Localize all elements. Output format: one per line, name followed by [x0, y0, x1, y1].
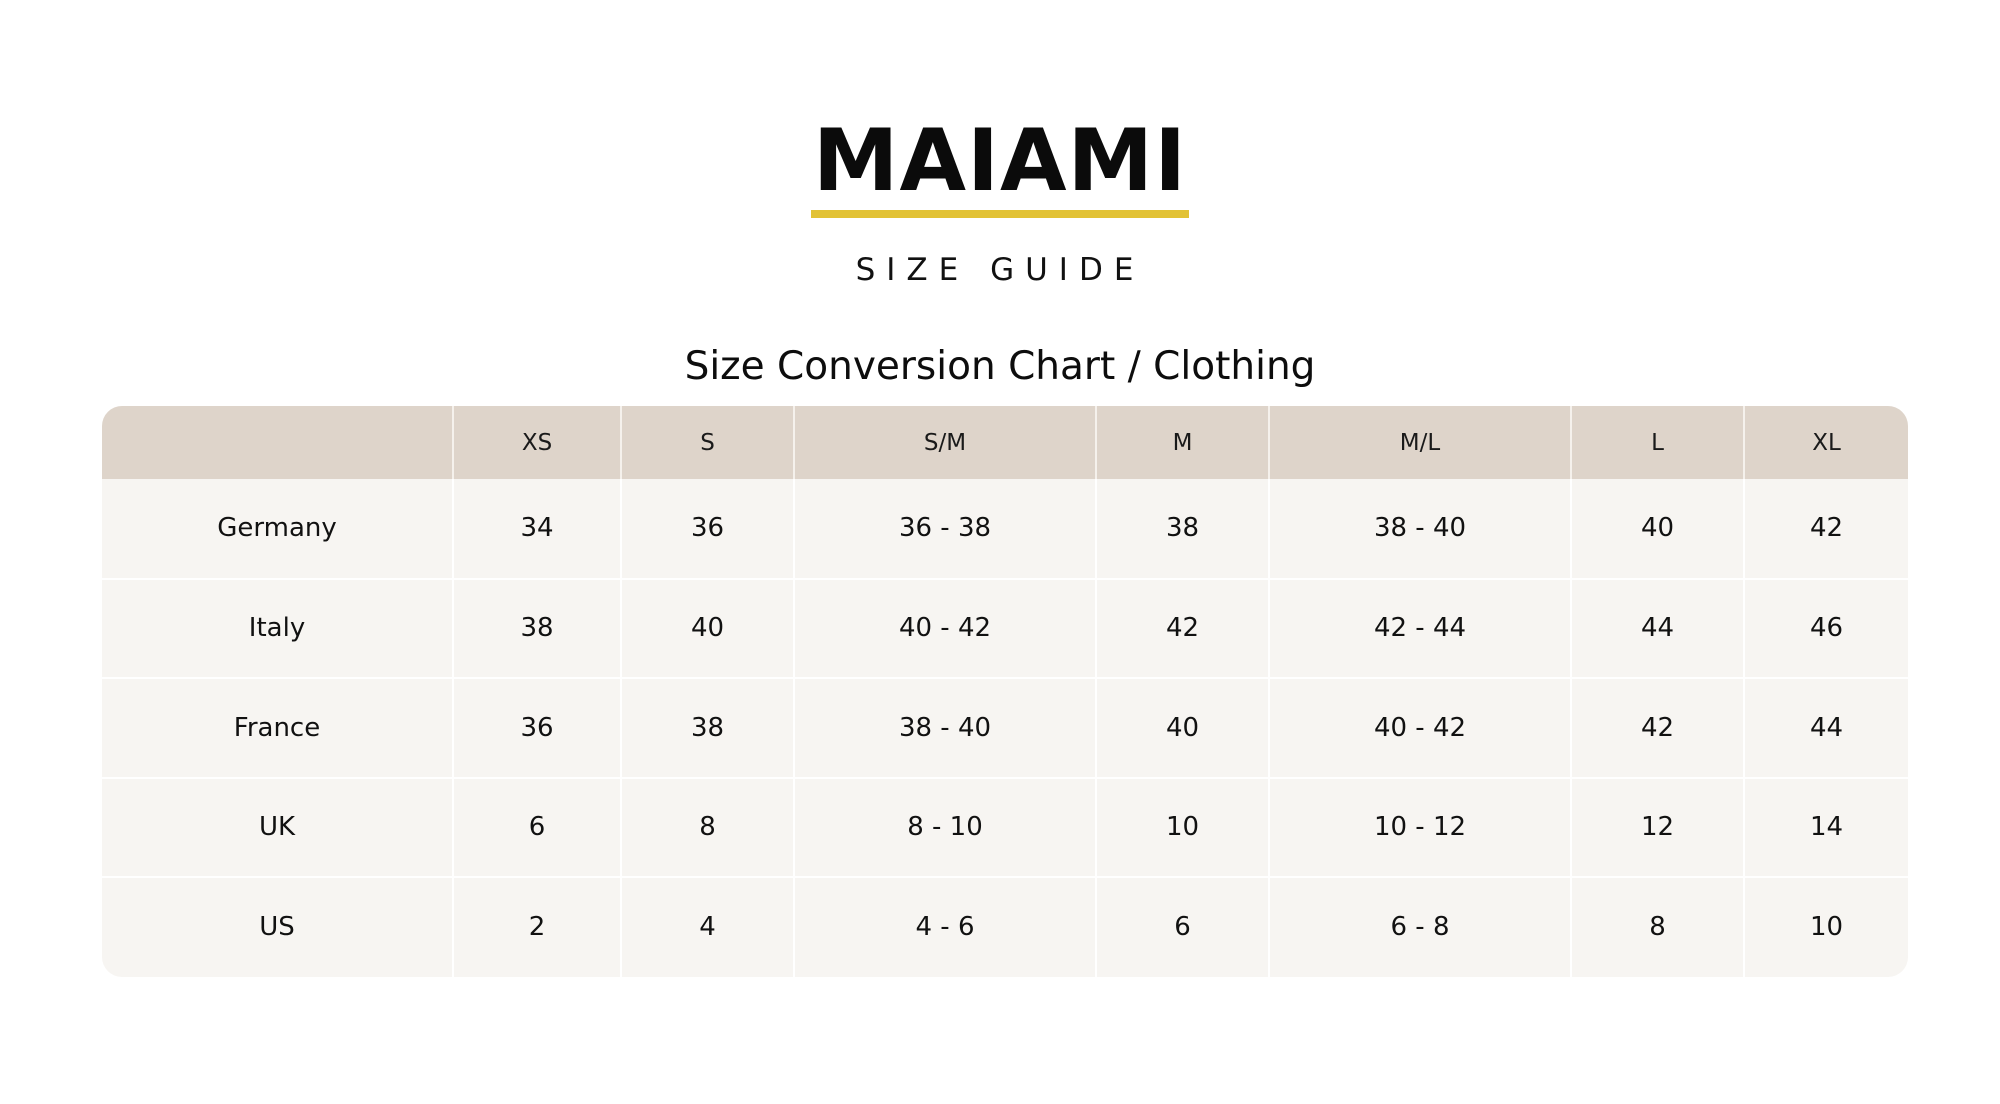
table-cell: 38 - 40 — [1268, 479, 1571, 579]
brand-logo: MAIAMI — [810, 118, 1190, 218]
table-cell: 2 — [452, 877, 621, 977]
row-label: Italy — [248, 613, 306, 644]
table-cell: 8 — [1570, 877, 1744, 977]
table-cell: 12 — [1570, 777, 1744, 877]
header-cell-s-m: S/M — [793, 406, 1096, 479]
header-cell-m-l: M/L — [1268, 406, 1571, 479]
brand-subtitle: SIZE GUIDE — [855, 252, 1145, 288]
table-cell: 40 — [1095, 678, 1269, 778]
table-cell: 40 - 42 — [1268, 678, 1571, 778]
table-cell: 38 — [1095, 479, 1269, 579]
table-cell: 42 — [1743, 479, 1908, 579]
table-row-us: US 2 4 4 - 6 6 6 - 8 8 10 — [102, 877, 1908, 977]
table-body: Germany 34 36 36 - 38 38 38 - 40 40 42 I… — [102, 479, 1908, 977]
header-cell-xs: XS — [452, 406, 621, 479]
size-conversion-table: XS S S/M M M/L L XL Germany 34 36 36 - 3… — [102, 406, 1908, 977]
brand-header: MAIAMI — [0, 118, 2000, 218]
table-cell: 6 - 8 — [1268, 877, 1571, 977]
table-cell: 38 - 40 — [793, 678, 1096, 778]
table-cell: 42 — [1095, 578, 1269, 678]
table-header: XS S S/M M M/L L XL — [102, 406, 1908, 479]
table-cell: 6 — [1095, 877, 1269, 977]
table-cell: 10 - 12 — [1268, 777, 1571, 877]
table-row-italy: Italy 38 40 40 - 42 42 42 - 44 44 46 — [102, 578, 1908, 678]
table-row-france: France 36 38 38 - 40 40 40 - 42 42 44 — [102, 678, 1908, 778]
header-cell-s: S — [620, 406, 794, 479]
row-label: France — [233, 712, 321, 743]
table-cell: 36 — [620, 479, 794, 579]
table-cell: 6 — [452, 777, 621, 877]
table-cell: 4 — [620, 877, 794, 977]
chart-title: Size Conversion Chart / Clothing — [684, 344, 1316, 389]
table-cell: 40 — [620, 578, 794, 678]
row-label: US — [259, 912, 295, 943]
row-label: UK — [258, 812, 296, 843]
table-cell: 40 - 42 — [793, 578, 1096, 678]
table-cell: 34 — [452, 479, 621, 579]
header-row: XS S S/M M M/L L XL — [102, 406, 1908, 479]
header-cell-m: M — [1095, 406, 1269, 479]
table-row-uk: UK 6 8 8 - 10 10 10 - 12 12 14 — [102, 777, 1908, 877]
table-cell: 10 — [1743, 877, 1908, 977]
table-cell: 36 — [452, 678, 621, 778]
table-cell: 40 — [1570, 479, 1744, 579]
table-cell: 8 - 10 — [793, 777, 1096, 877]
table-cell: 42 - 44 — [1268, 578, 1571, 678]
table-cell: 36 - 38 — [793, 479, 1096, 579]
table-cell: 10 — [1095, 777, 1269, 877]
size-table: XS S S/M M M/L L XL Germany 34 36 36 - 3… — [102, 406, 1908, 977]
header-cell-l: L — [1570, 406, 1744, 479]
table-cell: 38 — [452, 578, 621, 678]
table-cell: 42 — [1570, 678, 1744, 778]
table-cell: 38 — [620, 678, 794, 778]
table-cell: 4 - 6 — [793, 877, 1096, 977]
row-label: Germany — [217, 513, 337, 544]
table-cell: 8 — [620, 777, 794, 877]
table-cell: 44 — [1743, 678, 1908, 778]
header-cell-xl: XL — [1743, 406, 1908, 479]
table-cell: 14 — [1743, 777, 1908, 877]
header-cell-country — [102, 406, 453, 479]
table-cell: 46 — [1743, 578, 1908, 678]
table-cell: 44 — [1570, 578, 1744, 678]
table-row-germany: Germany 34 36 36 - 38 38 38 - 40 40 42 — [102, 479, 1908, 579]
